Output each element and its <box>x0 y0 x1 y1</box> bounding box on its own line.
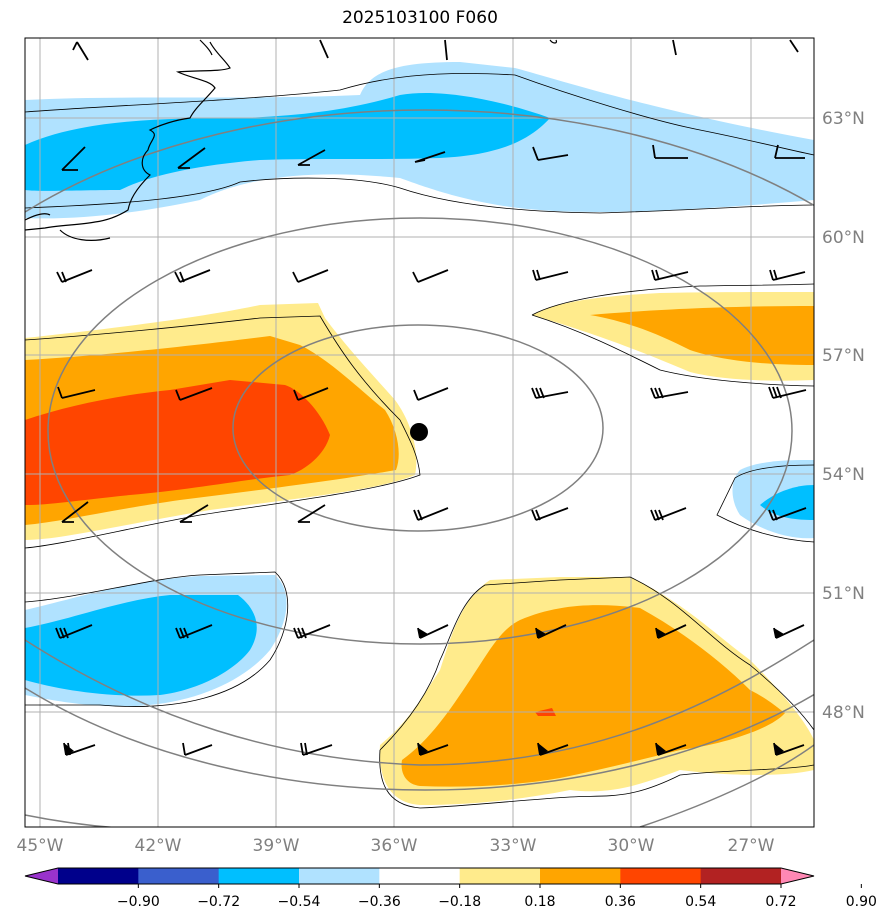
storm-center-marker <box>410 423 428 441</box>
wind-barb <box>56 269 93 283</box>
wind-barb <box>650 387 689 399</box>
colorbar-label: 0.54 <box>685 894 716 910</box>
wind-barb <box>413 507 449 521</box>
wind-barb <box>532 146 569 161</box>
colorbar-label: −0.72 <box>197 894 240 910</box>
colorbar-label: −0.90 <box>117 894 160 910</box>
wind-barb <box>72 39 799 61</box>
colorbar-label: 0.36 <box>605 894 636 910</box>
lon-labels: 45°W 42°W 39°W 36°W 33°W 30°W 27°W <box>17 836 775 856</box>
wind-barb <box>532 269 569 281</box>
colorbar-segment <box>299 868 380 884</box>
lon-label: 42°W <box>135 836 182 856</box>
lat-label: 63°N <box>822 109 865 129</box>
shaded-field <box>25 62 814 805</box>
colorbar-outline <box>24 867 815 885</box>
wind-barb-flags <box>64 628 784 755</box>
lon-label: 33°W <box>490 836 537 856</box>
wind-barb <box>531 507 569 521</box>
colorbar-extend-high <box>781 868 814 884</box>
map-frame <box>24 37 815 828</box>
wind-barb <box>531 387 569 399</box>
wind-barb <box>293 624 331 639</box>
wind-barb <box>768 507 807 521</box>
wind-barb <box>414 151 446 163</box>
colorbar: −0.90 −0.72 −0.54 −0.36 −0.18 0.18 0.36 0.54 0.7… <box>24 867 877 910</box>
wind-barb <box>292 269 329 283</box>
pressure-contours <box>25 109 814 827</box>
wind-barb <box>61 146 86 171</box>
lon-label: 30°W <box>608 836 655 856</box>
wind-barb <box>768 386 807 399</box>
map-area <box>25 38 814 827</box>
wind-barb <box>650 507 687 521</box>
wind-barb <box>652 144 688 159</box>
colorbar-segment <box>620 868 702 884</box>
colorbar-label: 0.72 <box>765 894 796 910</box>
colorbar-label: −0.54 <box>278 894 321 910</box>
colorbar-segment <box>700 868 782 884</box>
shade-blue-north <box>25 92 550 191</box>
colorbar-label: −0.36 <box>358 894 401 910</box>
lon-label: 45°W <box>17 836 64 856</box>
colorbar-segment <box>459 868 541 884</box>
lat-labels: 63°N 60°N 57°N 54°N 51°N 48°N <box>822 109 865 723</box>
lat-label: 57°N <box>822 346 865 366</box>
colorbar-label: 0.90 <box>846 894 877 910</box>
colorbar-segment <box>540 868 621 884</box>
shade-orange-se <box>401 605 785 787</box>
lat-label: 54°N <box>822 465 865 485</box>
wind-barb <box>174 269 211 283</box>
lon-label: 36°W <box>371 836 418 856</box>
lon-label: 39°W <box>253 836 300 856</box>
lat-label: 60°N <box>822 228 865 248</box>
wind-barb <box>182 742 213 756</box>
colorbar-segment <box>58 868 139 884</box>
wind-barb <box>651 269 689 281</box>
colorbar-label: 0.18 <box>524 894 555 910</box>
wind-barb <box>297 149 326 166</box>
wind-barb <box>774 144 805 159</box>
field-contours <box>25 73 814 809</box>
shade-blue-sw <box>25 595 257 696</box>
colorbar-segment <box>379 868 461 884</box>
shade-orange-east <box>590 306 814 365</box>
wind-barb <box>769 269 806 281</box>
wind-barb <box>179 504 209 523</box>
colorbar-segment <box>218 868 300 884</box>
wind-barb <box>61 501 89 523</box>
coastline <box>25 39 558 241</box>
colorbar-segment <box>138 868 220 884</box>
wind-barb <box>57 386 96 399</box>
wind-barb <box>413 387 449 401</box>
wind-barb <box>300 742 333 756</box>
wind-barb <box>293 387 329 401</box>
colorbar-extend-low <box>25 868 58 884</box>
wind-barb <box>175 624 213 639</box>
wind-barb <box>55 624 93 639</box>
lat-label: 51°N <box>822 584 865 604</box>
wind-barb <box>297 504 326 523</box>
wind-barb <box>177 147 206 169</box>
lon-label: 27°W <box>728 836 775 856</box>
colorbar-label: −0.18 <box>438 894 481 910</box>
wind-barb <box>175 387 213 401</box>
map-title: 2025103100 F060 <box>342 8 498 28</box>
lat-label: 48°N <box>822 703 865 723</box>
wind-barbs <box>55 39 807 756</box>
wind-barb <box>412 269 449 283</box>
